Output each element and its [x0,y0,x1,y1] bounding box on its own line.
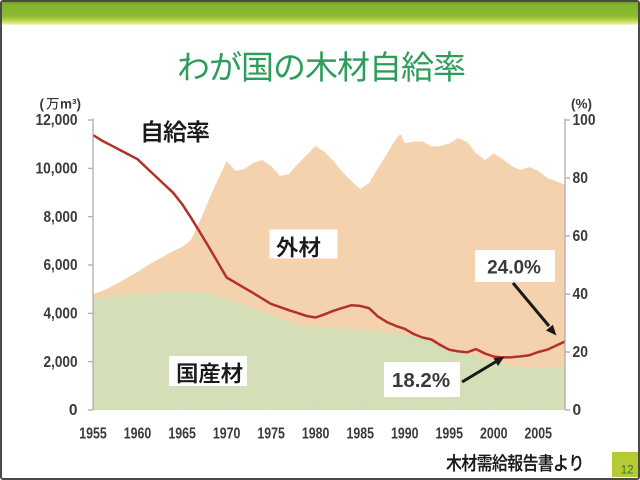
svg-text:1975: 1975 [257,426,285,443]
svg-text:1965: 1965 [168,426,196,443]
svg-text:1995: 1995 [435,426,463,443]
svg-text:(%): (%) [571,97,592,112]
svg-text:(: ( [40,97,45,112]
svg-text:40: 40 [573,286,589,303]
svg-text:m³): m³) [60,97,81,112]
svg-text:4,000: 4,000 [44,306,78,323]
svg-text:6,000: 6,000 [44,257,78,274]
svg-text:0: 0 [573,402,582,419]
svg-text:1970: 1970 [213,426,241,443]
svg-text:20: 20 [573,344,589,361]
svg-text:1985: 1985 [346,426,374,443]
svg-text:2005: 2005 [525,426,553,443]
svg-text:12,000: 12,000 [36,112,78,129]
svg-text:1955: 1955 [79,426,107,443]
svg-text:2000: 2000 [480,426,508,443]
svg-text:2,000: 2,000 [44,354,78,371]
svg-text:12: 12 [621,465,634,477]
svg-text:24.0%: 24.0% [487,258,541,279]
svg-text:18.2%: 18.2% [392,369,450,392]
svg-text:10,000: 10,000 [36,161,78,178]
svg-text:80: 80 [573,170,589,187]
svg-text:1980: 1980 [302,426,330,443]
svg-text:8,000: 8,000 [44,209,78,226]
svg-text:1960: 1960 [124,426,152,443]
svg-text:0: 0 [69,402,78,419]
svg-text:100: 100 [573,112,596,129]
svg-text:1990: 1990 [391,426,419,443]
svg-text:60: 60 [573,228,589,245]
